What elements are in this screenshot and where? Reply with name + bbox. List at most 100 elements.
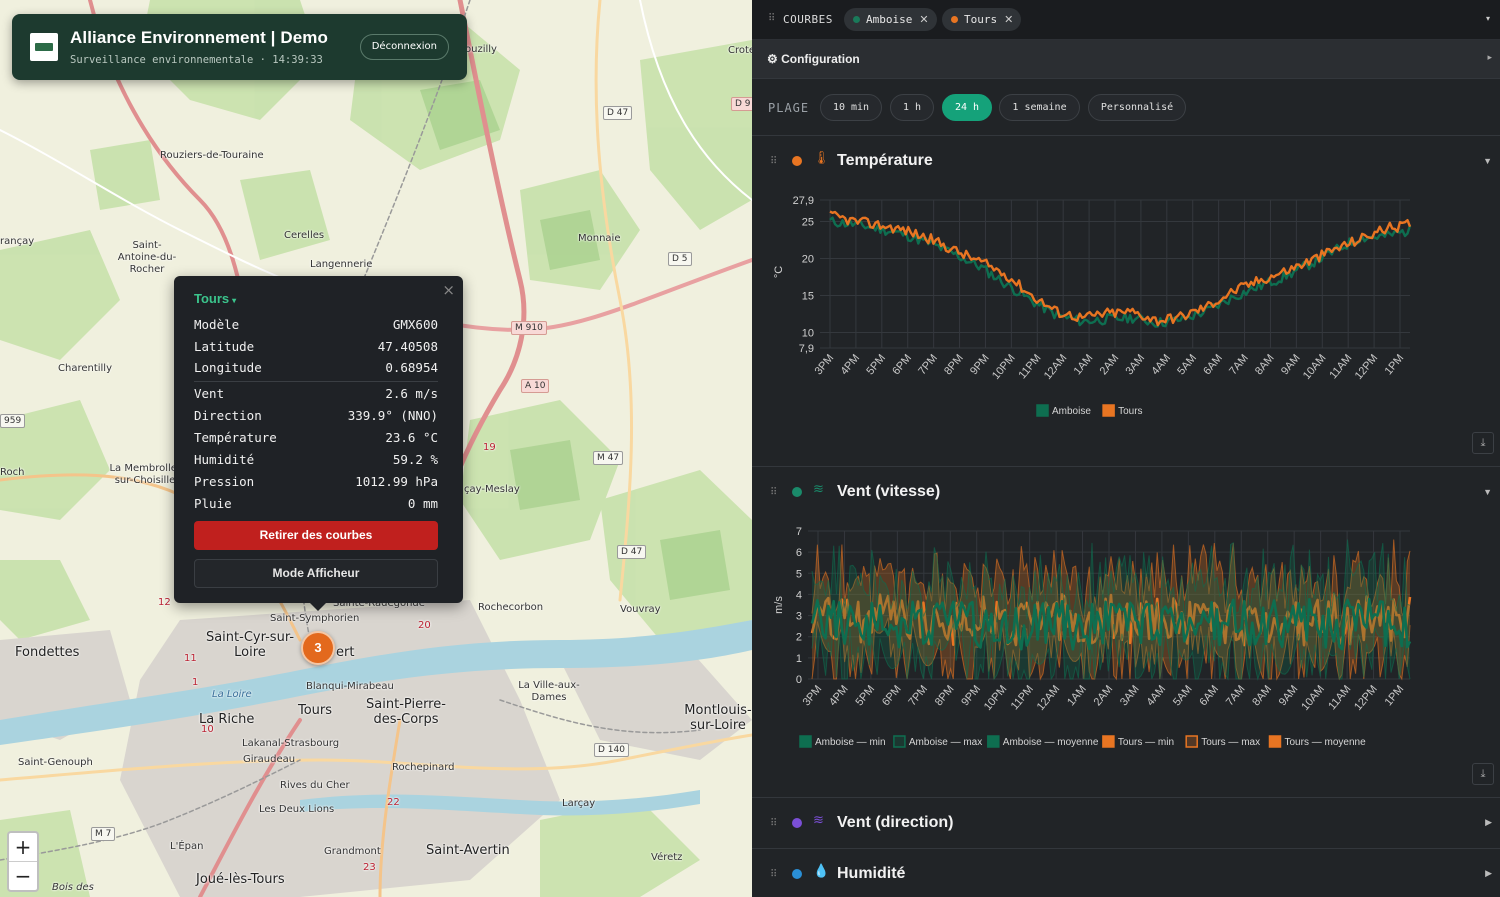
- x-tick-label: 5AM: [1171, 683, 1195, 708]
- place-label: Rouziers-de-Touraine: [160, 150, 264, 161]
- place-label: rançay: [0, 236, 35, 247]
- section-dot: [792, 487, 802, 497]
- drag-handle-icon[interactable]: ⠿: [770, 818, 778, 829]
- row-value: 59.2 %: [392, 452, 438, 467]
- range-custom-button[interactable]: Personnalisé: [1088, 94, 1186, 121]
- place-label: L'Épan: [170, 841, 204, 852]
- x-tick-label: 9AM: [1279, 352, 1303, 377]
- curve-chip-tours[interactable]: Tours ✕: [942, 8, 1022, 31]
- drag-handle-icon[interactable]: ⠿: [770, 869, 778, 880]
- chevron-down-icon[interactable]: ▼: [1483, 487, 1492, 497]
- x-tick-label: 12PM: [1353, 352, 1381, 382]
- row-label: Direction: [194, 408, 262, 423]
- x-tick-label: 8PM: [942, 352, 966, 377]
- logout-button[interactable]: Déconnexion: [359, 34, 449, 60]
- range-10min-button[interactable]: 10 min: [820, 94, 882, 121]
- place-label: Cerelles: [284, 230, 325, 241]
- chevron-down-icon[interactable]: ▾: [1485, 14, 1490, 23]
- configuration-section[interactable]: ⚙ Configuration ▸: [752, 40, 1500, 79]
- place-label: Giraudeau: [243, 754, 296, 765]
- x-tick-label: 7PM: [916, 352, 940, 377]
- x-tick-label: 4PM: [838, 352, 862, 377]
- place-label: Blanqui-Mirabeau: [306, 681, 394, 692]
- close-icon[interactable]: ✕: [919, 13, 929, 26]
- place-label: La Riche: [199, 712, 255, 727]
- chevron-down-icon[interactable]: ▼: [1483, 156, 1492, 166]
- legend-swatch: [1036, 404, 1049, 417]
- chevron-right-icon[interactable]: ▶: [1485, 868, 1492, 878]
- road-number: 1: [192, 677, 199, 688]
- y-tick-label: 20: [802, 253, 814, 265]
- curve-chip-amboise[interactable]: Amboise ✕: [844, 8, 937, 31]
- close-icon[interactable]: ✕: [1004, 13, 1014, 26]
- place-label: Rochepinard: [392, 762, 455, 773]
- x-tick-label: 8AM: [1253, 352, 1277, 377]
- x-tick-label: 10PM: [990, 352, 1018, 382]
- drag-handle-icon[interactable]: ⠿: [770, 156, 778, 167]
- x-tick-label: 12AM: [1042, 352, 1070, 382]
- zoom-out-button[interactable]: −: [14, 864, 32, 888]
- popup-row-wind: Vent 2.6 m/s: [194, 386, 438, 401]
- x-tick-label: 12PM: [1352, 683, 1380, 713]
- row-label: Humidité: [194, 452, 255, 467]
- row-value: 0 mm: [407, 496, 438, 511]
- place-label: Montlouis-sur-Loire: [684, 703, 752, 733]
- legend-label: Tours: [1118, 406, 1142, 417]
- river-label: La Loire: [212, 689, 252, 700]
- popup-row-pressure: Pression 1012.99 hPa: [194, 474, 438, 489]
- station-cluster-marker[interactable]: 3: [301, 631, 335, 665]
- chip-label: Amboise: [866, 13, 913, 26]
- series-line-amboise-min: [811, 615, 1411, 681]
- legend-label: Tours — min: [1118, 737, 1174, 748]
- map-view[interactable]: Rouziers-de-Touraine Cerelles Langenneri…: [0, 0, 752, 897]
- place-label: Fondettes: [15, 645, 80, 660]
- chevron-right-icon[interactable]: ▶: [1485, 817, 1492, 827]
- wind-direction-section[interactable]: ⠿ ≋ Vent (direction) ▶: [752, 798, 1500, 849]
- drag-handle-icon[interactable]: ⠿: [768, 13, 776, 24]
- place-label: Langennerie: [310, 259, 373, 270]
- x-tick-label: 4AM: [1144, 683, 1168, 708]
- display-mode-button[interactable]: Mode Afficheur: [194, 559, 438, 588]
- remove-from-charts-button[interactable]: Retirer des courbes: [194, 521, 438, 550]
- range-1week-button[interactable]: 1 semaine: [999, 94, 1080, 121]
- popup-row-model: Modèle GMX600: [194, 317, 438, 332]
- download-icon[interactable]: ⤓: [1472, 432, 1494, 454]
- y-tick-label: 2: [796, 632, 802, 644]
- station-selector[interactable]: Tours ▾: [194, 291, 236, 306]
- series-line-amboise-max: [811, 539, 1411, 636]
- place-label: Grandmont: [324, 846, 381, 857]
- x-tick-label: 12AM: [1035, 683, 1063, 713]
- y-tick-label: 1: [796, 653, 802, 665]
- y-tick-label: 4: [796, 589, 802, 601]
- road-number: 10: [201, 724, 214, 735]
- x-tick-label: 10AM: [1301, 352, 1329, 382]
- x-tick-label: 5AM: [1175, 352, 1199, 377]
- road-number: 20: [418, 620, 431, 631]
- popup-row-humidity: Humidité 59.2 %: [194, 452, 438, 467]
- place-label: Saint-Cyr-sur-Loire: [205, 630, 295, 660]
- place-label: Rives du Cher: [280, 780, 350, 791]
- drag-handle-icon[interactable]: ⠿: [770, 487, 778, 498]
- x-tick-label: 10AM: [1299, 683, 1327, 713]
- x-tick-label: 10PM: [982, 683, 1010, 713]
- x-tick-label: 6AM: [1201, 352, 1225, 377]
- zoom-in-button[interactable]: +: [9, 833, 37, 862]
- legend-swatch: [1185, 735, 1198, 748]
- humidity-section[interactable]: ⠿ 💧 Humidité ▶: [752, 849, 1500, 897]
- range-1h-button[interactable]: 1 h: [890, 94, 934, 121]
- y-tick-label: 6: [796, 547, 802, 559]
- range-24h-button[interactable]: 24 h: [942, 94, 992, 121]
- charts-panel: ⠿ COURBES Amboise ✕ Tours ✕ ▾ ⚙ Configurat…: [752, 0, 1500, 897]
- place-label: Vouvray: [620, 604, 661, 615]
- x-tick-label: 9AM: [1277, 683, 1301, 708]
- close-icon[interactable]: ×: [442, 281, 455, 299]
- x-tick-label: 3AM: [1123, 352, 1147, 377]
- y-axis-label: °C: [773, 266, 785, 278]
- y-tick-label: 10: [802, 327, 814, 339]
- download-icon[interactable]: ⤓: [1472, 763, 1494, 785]
- row-label: Modèle: [194, 317, 240, 332]
- curves-label: COURBES: [783, 13, 833, 26]
- station-name: Tours: [194, 291, 230, 306]
- temperature-section: ⠿ 🌡 Température ▼ 3PM 4PM 5PM 6PM 7PM 8PM 9PM 1…: [752, 136, 1500, 467]
